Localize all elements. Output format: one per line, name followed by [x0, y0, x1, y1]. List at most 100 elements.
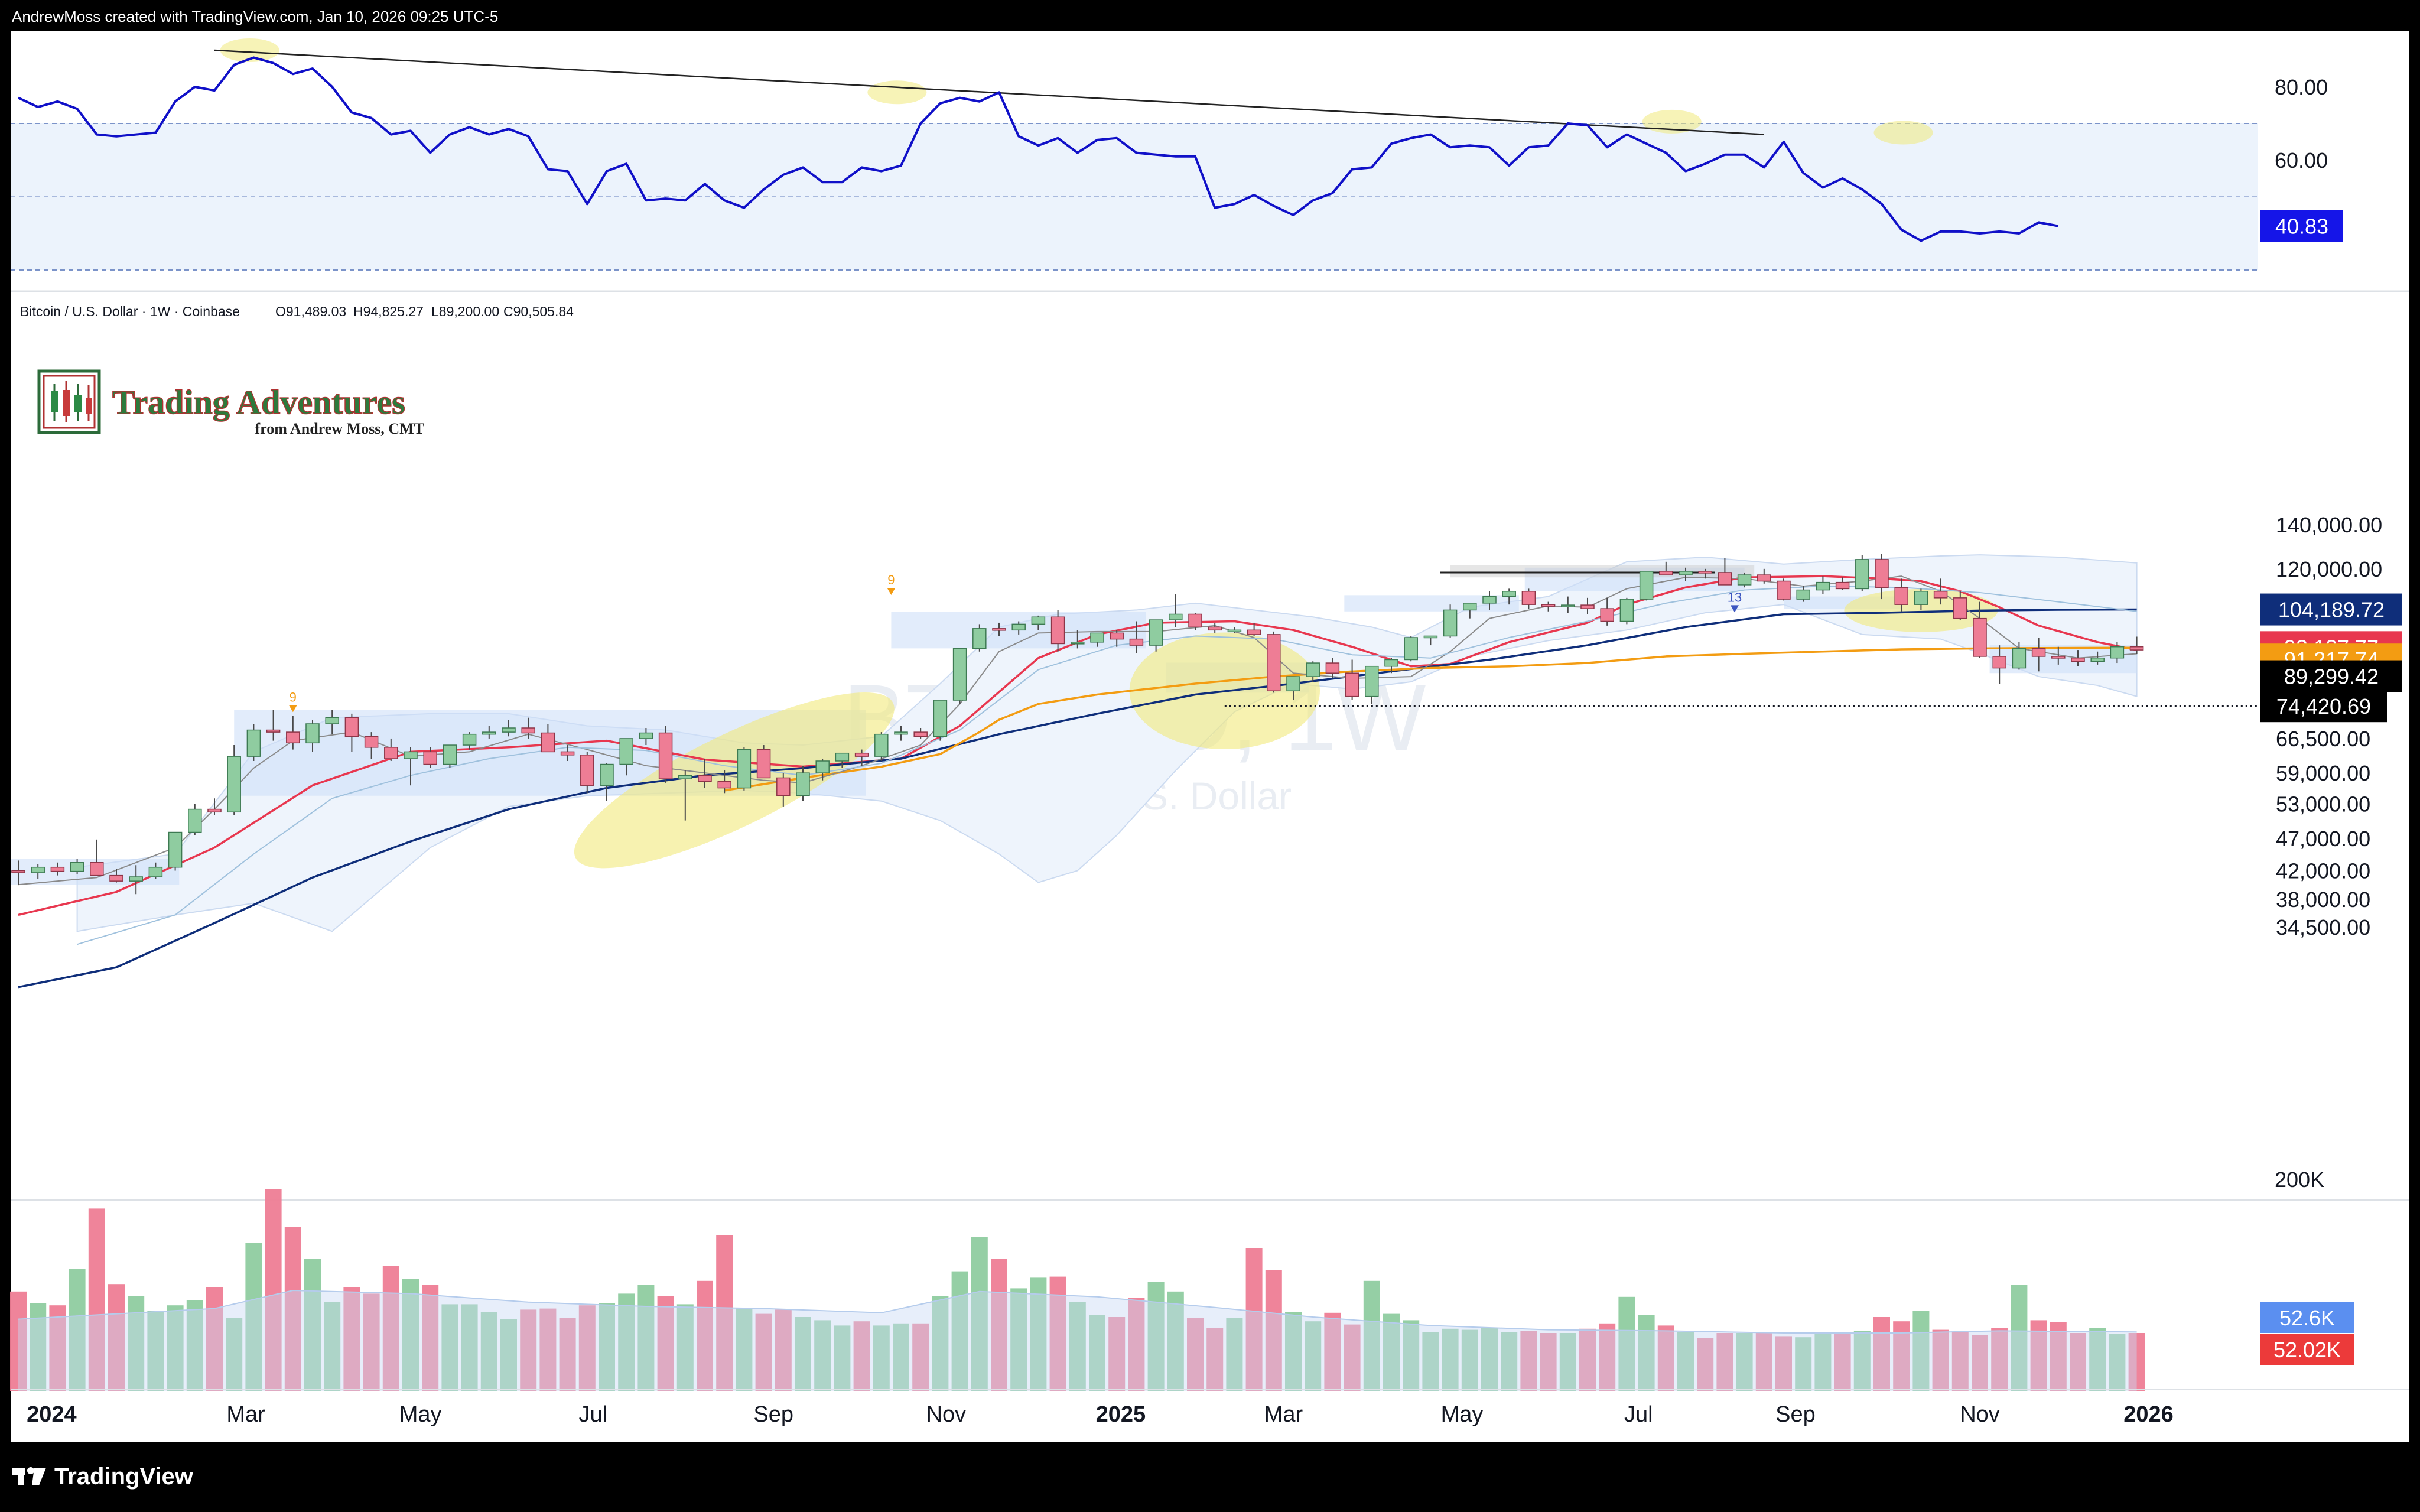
candle-body [109, 874, 123, 882]
volume-bar [1991, 1328, 2008, 1391]
volume-bar [402, 1279, 419, 1391]
price-tick-label: 140,000.00 [2276, 513, 2382, 537]
candle-body [1443, 609, 1458, 637]
rsi-trendline [214, 49, 1764, 135]
candle [1286, 676, 1300, 700]
candle-body [815, 760, 830, 773]
volume-bar [951, 1271, 968, 1391]
time-tick-label: Mar [1264, 1402, 1303, 1427]
rsi-highlight [1642, 109, 1702, 134]
volume-bar [1481, 1328, 1498, 1391]
candle-body [1718, 572, 1732, 586]
candle-body [246, 729, 261, 757]
volume-bar [422, 1285, 439, 1391]
candle-body [678, 775, 692, 779]
price-tick-label: 47,000.00 [2276, 827, 2370, 851]
candle-body [756, 749, 771, 779]
candle [1953, 591, 1967, 620]
candle [1737, 572, 1752, 588]
volume-bar [1089, 1315, 1105, 1391]
volume-bar [1403, 1320, 1420, 1391]
candle [1992, 645, 2006, 684]
candle [1914, 588, 1928, 610]
candle-body [384, 747, 398, 759]
volume-bar [1873, 1317, 1890, 1391]
candle-body [639, 732, 653, 739]
price-tick-label: 59,000.00 [2276, 761, 2370, 785]
volume-bar [814, 1320, 831, 1391]
candle-body [1875, 559, 1889, 588]
candle-body [1600, 608, 1614, 622]
candle-body [874, 733, 889, 757]
candle-body [129, 876, 143, 882]
candle-body [2051, 656, 2066, 659]
candle [1404, 636, 1418, 662]
candle [148, 862, 163, 879]
candle [541, 724, 555, 753]
volume-bar [461, 1304, 478, 1391]
candle [443, 744, 457, 768]
volume-bar [618, 1293, 635, 1391]
candle-body [1737, 574, 1752, 586]
candle-body [227, 756, 241, 813]
candle-body [992, 628, 1006, 631]
volume-bar [637, 1285, 655, 1391]
rsi-highlight [867, 80, 927, 105]
setup-marker-icon [887, 587, 896, 595]
candle [1698, 568, 1712, 579]
ohlc-close: C90,505.84 [503, 304, 574, 319]
candle [50, 862, 65, 876]
candle-body [1345, 672, 1359, 697]
candle-body [1071, 642, 1085, 645]
candle [2129, 636, 2144, 655]
candle [462, 732, 477, 750]
candle [1796, 586, 1810, 602]
volume-ma-area [18, 1290, 2137, 1391]
candle-body [2110, 646, 2125, 659]
time-axis: 2024 Mar May Jul Sep Nov 2025 Mar May Jul Sep Nov 20… [27, 1402, 2174, 1427]
volume-bar [1442, 1328, 1459, 1391]
candle-body [2071, 657, 2085, 662]
credit-text: AndrewMoss created with TradingView.com,… [12, 8, 498, 25]
tradingview-brand: TradingView [54, 1464, 194, 1490]
price-tick-label: 38,000.00 [2276, 887, 2370, 912]
candle [1894, 578, 1908, 612]
volume-bar [1795, 1337, 1812, 1391]
ohlc-open: O91,489.03 [275, 304, 346, 319]
candle-body [1757, 574, 1771, 582]
support-highlight [574, 692, 895, 869]
ohlc-low: L89,200.00 [431, 304, 499, 319]
candle-body [1031, 616, 1046, 625]
candle-body [1796, 589, 1810, 600]
grey-zone [1450, 565, 1755, 578]
candle [560, 745, 575, 761]
candle [266, 710, 281, 741]
setup-count-label: 9 [290, 690, 297, 704]
candle-body [619, 738, 633, 765]
candle-body [1463, 603, 1477, 611]
candle [698, 759, 712, 788]
candle [2071, 650, 2085, 666]
candle-body [266, 729, 281, 733]
volume-bar [1912, 1311, 1930, 1391]
candle-body [1423, 635, 1438, 639]
candle [1659, 561, 1673, 575]
candle [1169, 594, 1183, 627]
candle-body [1777, 580, 1791, 600]
candle [1639, 571, 1654, 601]
candle [619, 738, 633, 776]
rsi-last-value: 40.83 [2275, 214, 2328, 239]
ohlc-high: H94,825.27 [353, 304, 424, 319]
volume-bar [128, 1296, 145, 1391]
candle [1875, 554, 1889, 600]
candle-body [1914, 590, 1928, 605]
setup-marker-icon [288, 705, 297, 713]
candle [1031, 615, 1046, 630]
volume-bar [1559, 1333, 1576, 1391]
rsi-line [18, 56, 2059, 242]
volume-bar [441, 1304, 458, 1391]
volume-bar [559, 1318, 576, 1391]
candle [600, 763, 614, 801]
volume-bar [1618, 1296, 1635, 1391]
